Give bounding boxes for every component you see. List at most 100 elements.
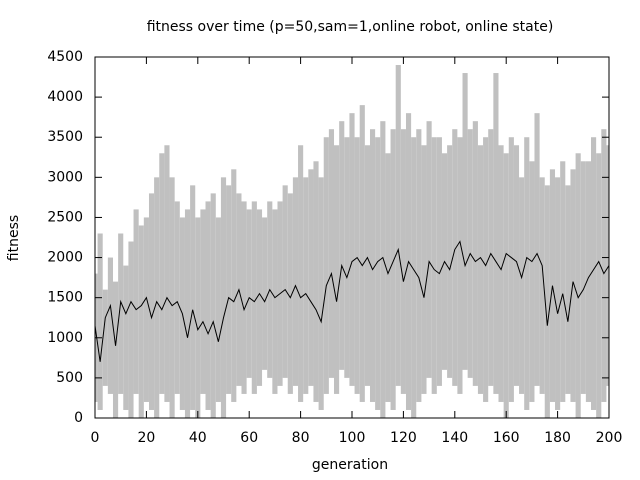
range-band (354, 137, 360, 394)
range-band (544, 185, 550, 418)
range-band (118, 233, 124, 394)
range-band (447, 145, 453, 378)
y-tick-label: 1000 (47, 330, 83, 346)
range-band (138, 225, 144, 418)
range-band (287, 193, 293, 394)
x-tick-label: 200 (596, 430, 623, 446)
range-band (539, 177, 545, 394)
range-band (575, 153, 581, 418)
range-band (513, 145, 520, 386)
range-band (262, 217, 268, 370)
range-band (205, 201, 211, 410)
range-band (349, 113, 355, 386)
range-band (174, 201, 180, 394)
range-band (452, 129, 458, 386)
range-band (385, 153, 391, 402)
range-band (400, 129, 406, 394)
x-tick-label: 140 (441, 430, 468, 446)
range-band (606, 145, 609, 386)
range-band (534, 113, 540, 386)
range-band (133, 209, 139, 394)
range-band (364, 145, 370, 386)
range-band (323, 137, 329, 394)
x-tick-label: 20 (137, 430, 155, 446)
range-band (123, 265, 129, 410)
range-band (107, 257, 113, 394)
range-band (359, 105, 365, 402)
range-band (529, 161, 535, 402)
range-band (601, 129, 607, 402)
x-tick-label: 80 (292, 430, 310, 446)
range-band (375, 137, 381, 410)
y-tick-label: 500 (56, 370, 83, 386)
range-band (380, 121, 386, 418)
range-band (519, 177, 525, 394)
range-band (303, 177, 309, 394)
range-band (241, 201, 247, 394)
range-band (477, 145, 484, 394)
range-band (390, 129, 396, 410)
range-band (555, 177, 561, 410)
range-band (596, 153, 602, 418)
range-band (190, 185, 196, 410)
y-tick-label: 3500 (47, 129, 83, 145)
y-tick-label: 4500 (47, 49, 83, 65)
range-band (97, 233, 103, 410)
range-band (215, 217, 221, 402)
range-band (436, 137, 442, 386)
range-band (591, 137, 597, 410)
range-band (159, 153, 165, 394)
range-band (462, 73, 468, 370)
range-band (148, 193, 155, 410)
range-band (251, 201, 257, 394)
range-band (210, 193, 216, 418)
range-band (313, 161, 319, 402)
y-tick-label: 2500 (47, 209, 83, 225)
x-tick-label: 120 (390, 430, 417, 446)
range-band (318, 177, 324, 410)
x-tick-label: 0 (91, 430, 100, 446)
y-tick-label: 4000 (47, 89, 83, 105)
range-band (328, 129, 335, 378)
range-band (164, 145, 170, 402)
range-band (184, 209, 191, 418)
range-band (102, 289, 108, 386)
range-band (143, 217, 149, 402)
y-tick-label: 1500 (47, 290, 83, 306)
x-axis-label: generation (312, 457, 388, 473)
range-band (493, 73, 499, 394)
mean-line (94, 240, 610, 362)
range-band (128, 241, 134, 418)
range-band (585, 161, 592, 402)
y-tick-label: 2000 (47, 250, 83, 266)
range-band (154, 177, 160, 418)
x-tick-label: 100 (339, 430, 366, 446)
range-band (272, 209, 278, 394)
range-band (369, 129, 376, 402)
range-band (344, 137, 350, 378)
chart-title: fitness over time (p=50,sam=1,online rob… (147, 19, 554, 35)
range-band (169, 177, 175, 418)
range-band (457, 137, 463, 394)
range-band (334, 145, 340, 394)
x-tick-label: 180 (544, 430, 571, 446)
range-band (200, 209, 206, 394)
range-band (503, 153, 509, 418)
range-band (416, 129, 422, 402)
range-band (570, 169, 576, 402)
range-band (256, 209, 263, 386)
range-band (483, 137, 489, 402)
range-band (508, 137, 514, 402)
range-band (472, 121, 478, 386)
range-band (220, 177, 227, 418)
range-band (560, 161, 566, 402)
range-band (498, 145, 504, 402)
range-band (395, 65, 401, 386)
y-tick-label: 0 (74, 410, 83, 426)
range-band (112, 281, 119, 418)
y-tick-label: 3000 (47, 169, 83, 185)
range-band (488, 129, 494, 386)
range-band (580, 161, 586, 394)
